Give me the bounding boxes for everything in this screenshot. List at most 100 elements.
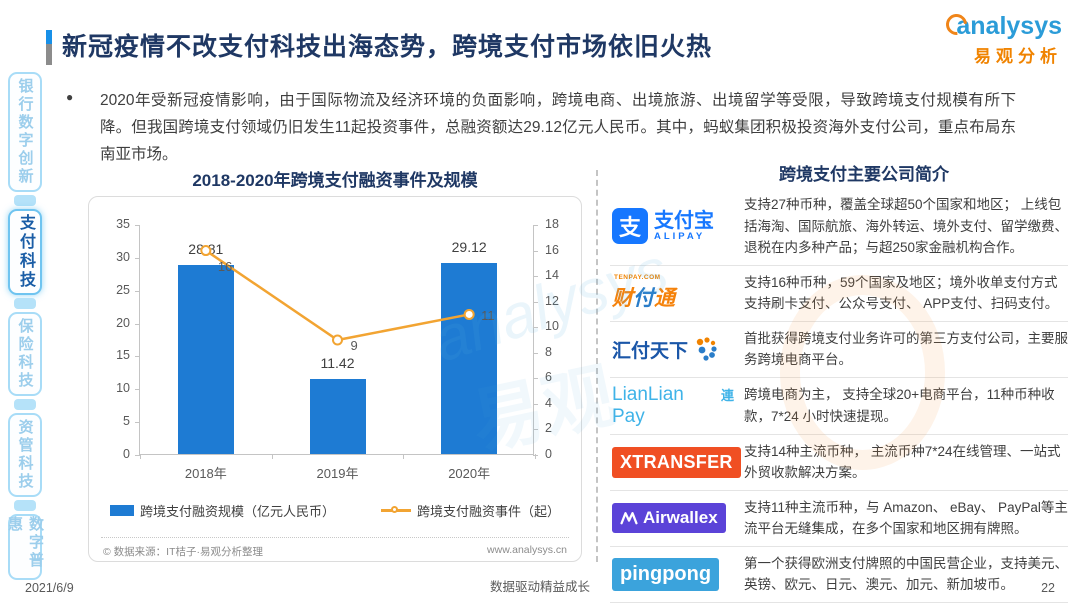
sidebar-item-digital-inclusion[interactable]: 数字普惠 — [6, 514, 44, 580]
company-row-pingpong: pingpong 第一个获得欧洲支付牌照的中国民营企业，支持美元、英镑、欧元、日… — [610, 547, 1068, 603]
bar-2018年 — [177, 264, 234, 454]
pingpong-logo: pingpong — [612, 557, 734, 591]
left-axis-tick: 0 — [123, 447, 130, 461]
summary-text: 2020年受新冠疫情影响，由于国际物流及经济环境的负面影响，跨境电商、出境旅游、… — [100, 92, 1016, 163]
right-axis-tick: 2 — [545, 421, 552, 436]
company-row-airwallex: Airwallex 支持11种主流币种，与 Amazon、 eBay、 PayP… — [610, 491, 1068, 547]
sidebar-item-insurance-tech[interactable]: 保险科技 — [8, 312, 42, 396]
left-axis-tick-mark — [135, 455, 140, 456]
chart-legend: 跨境支付融资规模（亿元人民币） 跨境支付融资事件（起） — [89, 501, 581, 520]
sidebar-item-asset-tech[interactable]: 资管科技 — [8, 413, 42, 497]
left-axis-tick: 15 — [116, 348, 130, 363]
right-axis-tick-mark — [533, 276, 538, 278]
page-number: 22 — [1041, 581, 1055, 595]
legend-bar-label: 跨境支付融资规模（亿元人民币） — [139, 504, 335, 519]
left-axis-tick: 30 — [116, 249, 130, 264]
company-description: 跨境电商为主， 支持全球20+电商平台，11种币种收款，7*24 小时快速提现。 — [744, 387, 1055, 424]
company-description: 支持27种币种，覆盖全球超50个国家和地区； 上线包括海淘、国际航旅、海外转运、… — [744, 197, 1068, 255]
alipay-logo: 支 支付宝 ALIPAY — [612, 208, 734, 245]
x-axis-tick-mark — [535, 454, 536, 459]
chart-card: 0510152025303502468101214161828.812018年1… — [88, 196, 582, 562]
line-value-label: 11 — [481, 308, 495, 324]
xtransfer-logo-text: XTRANSFER — [620, 451, 733, 472]
footer-slogan: 数据驱动精益成长 — [489, 580, 590, 594]
sidebar-connector — [14, 298, 36, 309]
legend-line-swatch — [381, 505, 411, 513]
right-axis-tick-mark — [533, 250, 538, 252]
huifu-logo-text: 汇付天下 — [612, 340, 689, 362]
right-axis-tick: 10 — [545, 319, 559, 334]
left-axis-tick: 35 — [116, 217, 130, 231]
lianlian-logo-text: LianLian Pay — [612, 383, 684, 427]
x-axis-tick-mark — [271, 454, 273, 459]
left-axis-tick-mark — [135, 389, 140, 391]
x-axis-tick-mark — [403, 454, 405, 459]
left-axis-tick-mark — [135, 225, 140, 226]
company-description: 支持11种主流币种，与 Amazon、 eBay、 PayPal等主流平台无缝集… — [744, 499, 1068, 537]
bullet-icon: ● — [66, 90, 74, 104]
legend-item-bar: 跨境支付融资规模（亿元人民币） — [109, 501, 335, 520]
bar-2019年 — [309, 378, 366, 454]
right-axis-tick-mark — [533, 429, 538, 431]
section-divider — [596, 170, 598, 562]
bar-value-label: 11.42 — [320, 354, 355, 371]
sidebar-item-payment-tech[interactable]: 支付科技 — [8, 209, 42, 295]
huifu-logo: 汇付天下 — [612, 336, 734, 363]
title-accent — [46, 44, 52, 65]
left-axis-tick-mark — [135, 323, 140, 325]
chart-source-text: © 数据来源：IT桔子·易观分析整理 — [103, 546, 263, 558]
x-axis-category-label: 2019年 — [316, 466, 359, 481]
left-axis-tick: 5 — [123, 414, 130, 429]
legend-line-label: 跨境支付融资事件（起） — [417, 504, 561, 519]
page-title: 新冠疫情不改支付科技出海态势，跨境支付市场依旧火热 — [62, 33, 713, 61]
right-axis-tick: 12 — [545, 293, 559, 308]
right-axis-tick-mark — [533, 301, 538, 303]
airwallex-logo: Airwallex — [612, 503, 734, 533]
sidebar-item-bank-digital[interactable]: 银行数字创新 — [8, 72, 42, 192]
bar-value-label: 29.12 — [451, 238, 487, 255]
lianlian-logo: LianLian Pay 連 — [612, 384, 734, 428]
left-axis-tick-mark — [135, 290, 140, 292]
right-axis-tick-mark — [533, 225, 538, 226]
right-axis-tick-mark — [533, 327, 538, 329]
xtransfer-logo: XTRANSFER — [612, 446, 741, 478]
line-value-label: 16 — [217, 258, 233, 274]
x-axis-tick-mark — [140, 454, 141, 459]
legend-line-marker — [391, 505, 398, 513]
left-axis-tick: 20 — [116, 315, 130, 330]
companies-heading: 跨境支付主要公司简介 — [779, 165, 949, 184]
line-value-label: 9 — [350, 338, 358, 353]
alipay-logo-en: ALIPAY — [654, 230, 706, 242]
analysys-logo-wordmark: analysys — [942, 9, 1062, 41]
alipay-square-icon: 支 — [612, 208, 648, 245]
chart-plot-area: 0510152025303502468101214161828.812018年1… — [116, 217, 559, 481]
chart-title: 2018-2020年跨境支付融资事件及规模 — [192, 171, 478, 190]
analysys-logo-chinese: 易观分析 — [974, 47, 1062, 66]
right-axis-tick: 6 — [545, 370, 552, 385]
bar-2020年 — [441, 262, 498, 454]
left-axis-tick-mark — [135, 356, 140, 358]
chart-source-divider — [101, 537, 569, 538]
left-axis-tick-mark — [135, 257, 140, 259]
right-axis-tick-mark — [533, 403, 538, 405]
chart-source-url: www.analysys.cn — [487, 544, 567, 556]
company-row-xtransfer: XTRANSFER 支持14种主流币种， 主流币种7*24在线管理、一站式外贸收… — [610, 435, 1068, 491]
left-axis-tick: 25 — [116, 282, 130, 297]
right-axis-tick-mark — [533, 352, 538, 354]
company-description: 支持16种币种，59个国家及地区；境外收单支付方式支持刷卡支付、公众号支付、 A… — [744, 274, 1059, 312]
right-axis-tick-mark — [533, 378, 538, 380]
company-description: 第一个获得欧洲支付牌照的中国民营企业，支持美元、英镑、欧元、日元、澳元、加元、新… — [744, 555, 1068, 593]
line-series — [200, 245, 475, 346]
tenpay-logo-url: TENPAY.COM — [614, 274, 661, 281]
x-axis-category-label: 2020年 — [448, 466, 491, 481]
company-row-alipay: 支 支付宝 ALIPAY 支持27种币种，覆盖全球超50个国家和地区； 上线包括… — [610, 188, 1068, 266]
footer-date: 2021/6/9 — [25, 581, 74, 595]
airwallex-mark-icon — [620, 512, 638, 525]
right-axis-tick: 8 — [545, 344, 552, 359]
right-axis-tick: 18 — [545, 217, 559, 231]
sidebar-connector — [14, 195, 36, 206]
right-axis-tick: 0 — [545, 447, 552, 461]
left-axis-tick-mark — [135, 422, 140, 424]
tenpay-logo-char2: 付 — [633, 287, 654, 310]
